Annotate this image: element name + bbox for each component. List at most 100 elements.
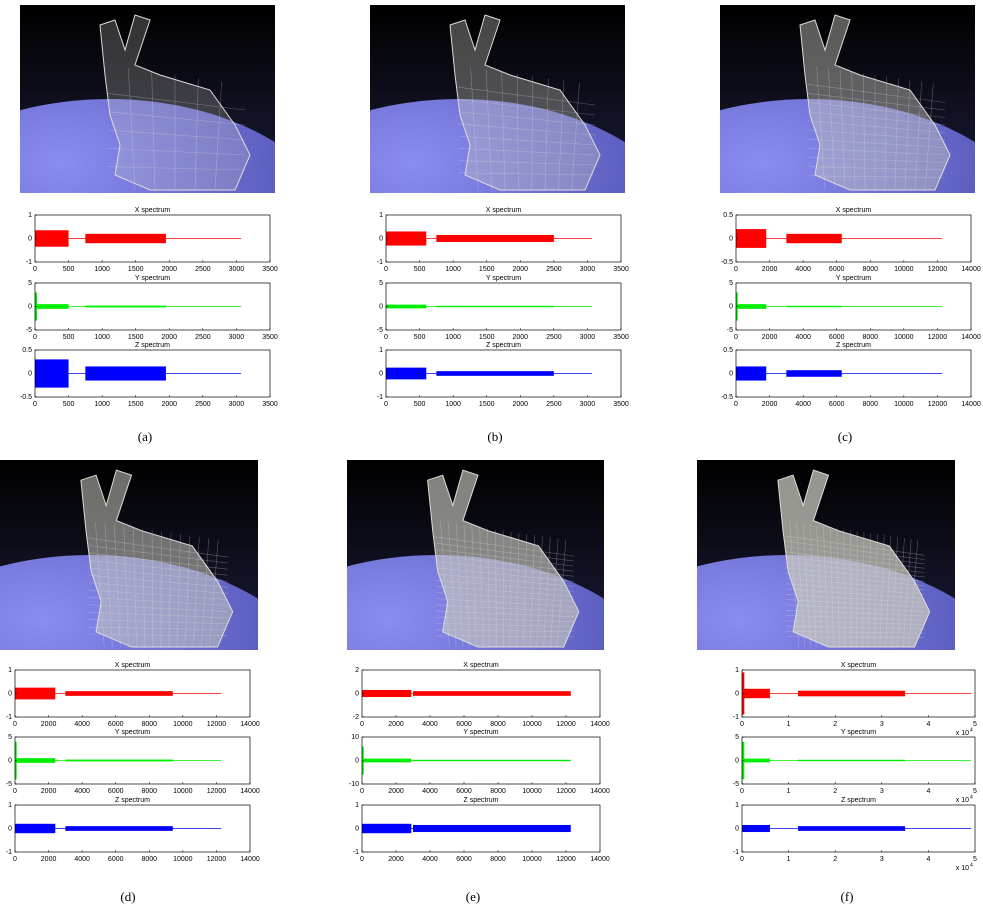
- y-tick-label: 10: [351, 734, 359, 741]
- plot-title: Z spectrum: [841, 797, 876, 804]
- x-tick-label: 1500: [128, 334, 144, 341]
- x-tick-label: 14000: [961, 266, 981, 273]
- x-tick-label: 3000: [580, 266, 596, 273]
- y-tick-label: 0: [379, 235, 383, 242]
- x-tick-label: 10000: [522, 721, 542, 728]
- plot-title: X spectrum: [115, 662, 151, 669]
- y-tick-label: -1: [6, 849, 12, 856]
- x-tick-label: 1500: [128, 266, 144, 273]
- x-tick-label: 500: [63, 401, 75, 408]
- x-tick-label: 2500: [195, 401, 211, 408]
- y-tick-label: 0: [28, 303, 32, 310]
- x-tick-label: 10000: [894, 401, 914, 408]
- y-tick-label: -1: [353, 849, 359, 856]
- x-tick-label: 14000: [240, 721, 260, 728]
- y-tick-label: 5: [729, 280, 733, 287]
- x-tick-label: 4000: [795, 334, 811, 341]
- x-tick-label: 14000: [240, 856, 260, 863]
- x-tick-label: 1500: [479, 401, 495, 408]
- y-tick-label: -0.5: [721, 394, 733, 401]
- y-tick-label: -0.5: [721, 259, 733, 266]
- x-tick-label: 12000: [928, 334, 948, 341]
- x-tick-label: 2000: [161, 334, 177, 341]
- y-tick-label: 0: [355, 690, 359, 697]
- x-tick-label: 8000: [141, 856, 157, 863]
- x-tick-label: 12000: [556, 788, 576, 795]
- plot-title: Z spectrum: [836, 342, 871, 349]
- y-tick-label: -1: [377, 394, 383, 401]
- x-tick-label: 10000: [894, 334, 914, 341]
- y-tick-label: -1: [6, 714, 12, 721]
- y-tick-label: 0.5: [723, 347, 733, 354]
- x-tick-label: 14000: [240, 788, 260, 795]
- x-tick-label: 3000: [229, 266, 245, 273]
- x-tick-label: 6000: [108, 721, 124, 728]
- x-tick-label: 6000: [456, 721, 472, 728]
- x-tick-label: 8000: [862, 266, 878, 273]
- x-tick-label: 10000: [894, 266, 914, 273]
- y-tick-label: 1: [355, 802, 359, 809]
- panel-label: (a): [138, 429, 152, 444]
- x-tick-label: 0: [13, 788, 17, 795]
- x-tick-label: 4: [926, 788, 930, 795]
- x-tick-label: 3500: [262, 266, 278, 273]
- x-tick-label: 10000: [173, 721, 193, 728]
- x-tick-label: 5: [973, 721, 977, 728]
- x-tick-label: 3: [880, 856, 884, 863]
- x-tick-label: 4000: [422, 788, 438, 795]
- x-tick-label: 3000: [580, 334, 596, 341]
- y-tick-label: -1: [733, 714, 739, 721]
- x-tick-label: 12000: [556, 721, 576, 728]
- y-tick-label: 1: [8, 802, 12, 809]
- y-tick-label: -1: [377, 259, 383, 266]
- x-tick-label: 2: [833, 721, 837, 728]
- x-tick-label: 1: [787, 856, 791, 863]
- x-tick-label: 12000: [928, 266, 948, 273]
- image-content: [542, 460, 983, 878]
- x-tick-label: 3000: [229, 334, 245, 341]
- x-tick-label: 6000: [829, 401, 845, 408]
- x-tick-label: 10000: [522, 856, 542, 863]
- x-tick-label: 2000: [41, 788, 57, 795]
- x-tick-label: 3: [880, 788, 884, 795]
- plot-title: Z spectrum: [135, 342, 170, 349]
- plot-title: Y spectrum: [135, 275, 170, 282]
- x-tick-label: 14000: [590, 856, 610, 863]
- x-tick-label: 12000: [207, 856, 227, 863]
- x-tick-label: 3000: [580, 401, 596, 408]
- y-tick-label: 5: [735, 734, 739, 741]
- x-tick-label: 2: [833, 856, 837, 863]
- x-tick-label: 2000: [388, 788, 404, 795]
- x-tick-label: 4: [926, 721, 930, 728]
- plot-title: X spectrum: [841, 662, 877, 669]
- y-tick-label: -10: [349, 781, 359, 788]
- plot-title: Y spectrum: [841, 729, 876, 736]
- x-tick-label: 6000: [829, 266, 845, 273]
- x-tick-label: 500: [414, 266, 426, 273]
- x-tick-label: 0: [384, 334, 388, 341]
- y-tick-label: 0: [355, 825, 359, 832]
- x-tick-label: 2500: [546, 401, 562, 408]
- y-tick-label: 1: [735, 667, 739, 674]
- x-tick-label: 2000: [762, 401, 778, 408]
- image-content: [567, 5, 983, 419]
- x-tick-label: 12000: [207, 721, 227, 728]
- y-tick-label: 0: [379, 303, 383, 310]
- floor: [217, 99, 702, 419]
- y-tick-label: 0: [28, 235, 32, 242]
- x-tick-label: 0: [740, 721, 744, 728]
- x-tick-label: 3000: [229, 401, 245, 408]
- x-tick-label: 4000: [74, 721, 90, 728]
- y-tick-label: -1: [733, 849, 739, 856]
- x-scale-label: x 10: [956, 797, 969, 804]
- x-tick-label: 4000: [795, 266, 811, 273]
- plot-title: X spectrum: [463, 662, 499, 669]
- x-tick-label: 4000: [795, 401, 811, 408]
- x-tick-label: 3500: [613, 266, 629, 273]
- image-content: [0, 5, 352, 419]
- x-tick-label: 0: [734, 401, 738, 408]
- x-tick-label: 0: [13, 721, 17, 728]
- plot-title: Y spectrum: [486, 275, 521, 282]
